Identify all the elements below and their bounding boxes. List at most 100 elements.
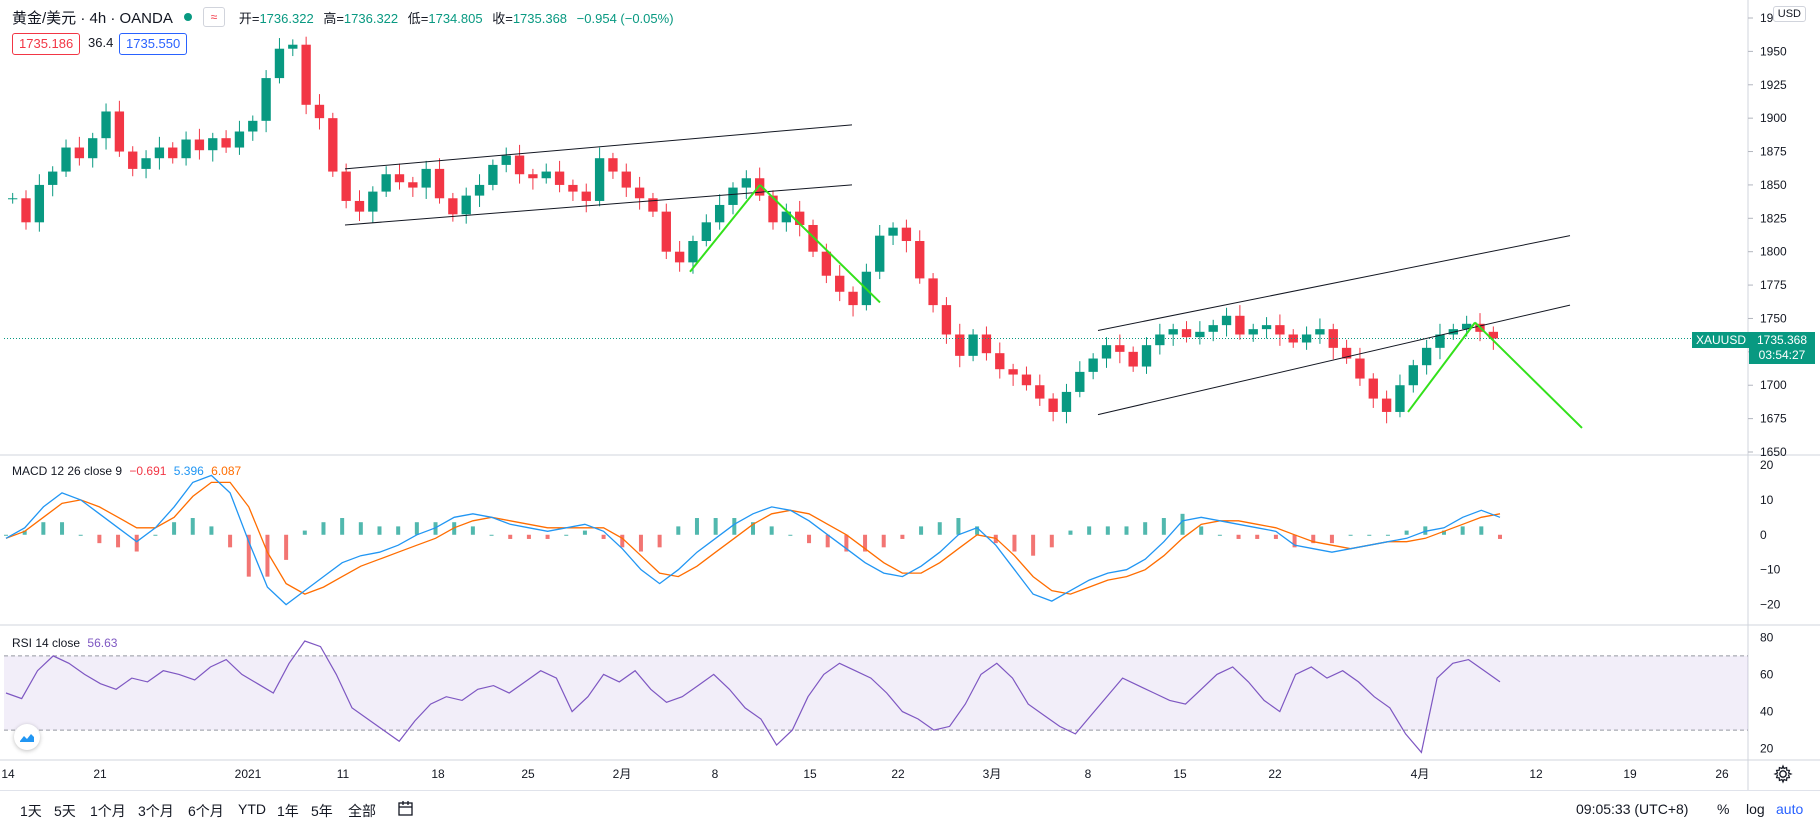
candle-body [421,168,431,188]
candle-body [1341,347,1352,359]
channel-line-upper [344,124,853,170]
time-tick-label: 21 [93,767,107,781]
candle-body [368,191,378,212]
settings-gear-icon[interactable] [1773,764,1793,789]
candle-body [901,227,912,242]
candle-body [88,138,98,159]
candle-body [181,139,191,159]
candle-body [995,353,1005,370]
macd-histogram-bar [1273,534,1278,539]
date-range-icon[interactable] [396,799,416,822]
range-button[interactable]: YTD [238,801,266,817]
macd-histogram-bar [601,534,606,539]
macd-histogram-bar [134,534,139,552]
price-tick-label: 1775 [1760,278,1787,292]
rsi-legend[interactable]: RSI 14 close 56.63 [12,636,117,650]
macd-histogram-bar [1255,534,1260,539]
currency-badge[interactable]: USD [1772,6,1806,22]
macd-histogram-bar [396,526,401,535]
range-button[interactable]: 1天 [20,803,42,819]
candle-body [781,211,792,223]
macd-histogram-bar [751,522,755,535]
percent-scale-button[interactable]: % [1717,801,1730,817]
macd-histogram-bar [825,534,830,548]
candle-body [394,174,405,183]
candle-body [1395,385,1405,412]
bid-price-box[interactable]: 1735.186 [12,33,81,55]
log-scale-button[interactable]: log [1746,801,1765,817]
macd-histogram-bar [788,534,793,536]
candle-body [21,198,31,223]
candle-body [488,164,498,185]
macd-histogram-bar [1385,534,1390,536]
macd-histogram-bar [956,518,961,535]
candle-body [795,211,805,225]
range-button[interactable]: 5天 [54,803,76,819]
macd-histogram-bar [1124,526,1129,535]
candle-body [1115,345,1125,352]
candle-body [701,222,711,242]
market-status-icon[interactable] [181,8,195,26]
rsi-tick-label: 80 [1760,630,1774,644]
candle-body [568,184,578,192]
time-tick-label: 3月 [983,767,1002,781]
range-button[interactable]: 5年 [311,803,333,819]
macd-legend[interactable]: MACD 12 26 close 9 −0.691 5.396 6.087 [12,464,241,478]
candle-body [1488,331,1498,339]
candle-body [981,334,992,354]
macd-histogram-bar [153,534,158,536]
range-button[interactable]: 全部 [348,803,376,819]
macd-label: MACD 12 26 close 9 [12,464,123,478]
candle-body [274,48,285,79]
candle-body [288,44,298,49]
candle-body [648,198,658,212]
macd-signal-line [5,481,1501,595]
change-value: −0.954 (−0.05%) [576,10,674,26]
candle-body [714,204,725,223]
candle-body [261,78,271,121]
time-tick-label: 4月 [1411,767,1430,781]
time-tick-label: 26 [1715,767,1729,781]
candle-body [1381,398,1392,412]
price-tick-label: 1700 [1760,378,1787,392]
price-tick-label: 1800 [1760,245,1787,259]
range-button[interactable]: 6个月 [188,803,224,819]
candle-body [528,174,538,179]
candle-body [208,138,218,151]
rsi-band [4,655,1748,731]
low-value: 1734.805 [428,10,483,26]
macd-histogram-bar [1068,530,1073,535]
candle-body [234,131,245,148]
macd-signal-value: 6.087 [211,464,242,478]
compare-icon[interactable]: ≈ [202,7,225,27]
candle-body [541,171,551,179]
macd-histogram-bar [433,522,438,535]
candle-body [154,147,165,159]
macd-histogram-bar [22,530,27,535]
macd-histogram-bar [1031,534,1036,556]
time-axis: 14 21 2021 11 18 25 2月 8 15 22 3月 8 15 22 4月 12 19 26 [1,767,1729,781]
range-button[interactable]: 3个月 [138,803,174,819]
symbol-title[interactable]: 黄金/美元 · 4h · OANDA [12,9,173,27]
candle-body [248,120,258,132]
candle-body [1368,378,1378,399]
macd-histogram-bar [620,534,625,548]
ask-price-box[interactable]: 1735.550 [119,33,188,55]
clock-display[interactable]: 09:05:33 (UTC+8) [1576,801,1689,817]
macd-histogram-bar [676,526,681,535]
candle-body [1315,329,1325,335]
macd-tick-label: −20 [1760,598,1781,612]
range-button[interactable]: 1个月 [90,803,126,819]
macd-histogram-bar [657,534,662,548]
auto-scale-button[interactable]: auto [1776,801,1804,817]
price-tick-label: 1875 [1760,145,1787,159]
macd-histogram-bar [732,518,737,535]
candlestick-series [4,36,1748,424]
candle-body [301,44,311,105]
channel-line-upper [1097,235,1571,331]
macd-histogram-bar [190,518,195,535]
range-button[interactable]: 1年 [277,803,299,819]
tradingview-logo-icon[interactable] [14,724,40,750]
ohlc-values: 开=1736.322 高=1736.322 低=1734.805 收=1735.… [239,8,674,27]
